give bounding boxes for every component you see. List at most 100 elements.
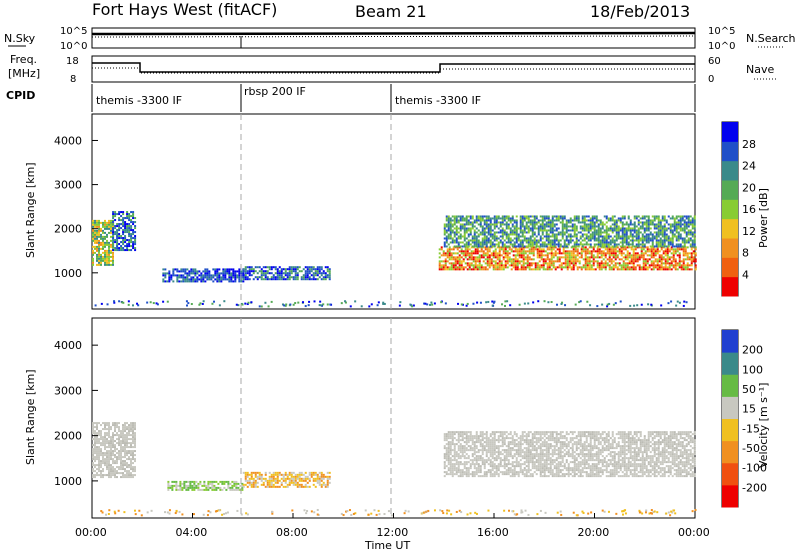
data-cell [102,468,104,471]
data-cell [672,256,675,259]
data-cell [660,264,663,267]
data-cell [458,256,461,259]
data-cell [467,437,470,440]
data-cell [545,225,548,228]
data-cell [526,266,529,269]
data-cell [477,463,480,466]
data-cell [244,477,247,480]
data-cell [451,471,454,474]
data-cell [538,250,541,253]
data-cell [495,215,498,218]
data-cell [555,235,558,238]
data-cell [461,245,464,248]
data-cell [644,252,647,255]
data-cell [693,223,696,226]
data-cell [461,235,464,238]
data-cell [294,268,297,271]
data-cell [183,484,186,487]
data-cell [494,268,497,271]
data-cell [477,459,480,462]
data-cell [589,235,592,238]
data-cell [555,217,558,220]
data-cell [558,252,561,255]
data-cell [460,250,463,253]
data-cell [601,237,604,240]
data-cell [680,268,683,271]
data-cell [98,460,100,463]
data-cell [312,278,315,281]
data-cell [483,241,486,244]
data-cell [492,252,495,255]
ground-scatter-cell [156,303,159,306]
data-cell [643,215,646,218]
data-cell [475,471,478,474]
data-cell [665,237,668,240]
data-cell [491,229,494,232]
data-cell [126,215,129,218]
data-cell [212,268,215,271]
data-cell [110,263,112,266]
data-cell [110,466,112,469]
data-cell [589,233,592,236]
data-cell [670,268,673,271]
data-cell [112,472,114,475]
data-cell [205,488,208,491]
data-cell [448,252,451,255]
data-cell [108,444,110,447]
data-cell [679,243,682,246]
data-cell [550,254,553,257]
data-cell [501,227,504,230]
data-cell [680,260,683,263]
data-cell [497,457,500,460]
data-cell [116,466,118,469]
data-cell [660,254,663,257]
data-cell [531,241,534,244]
data-cell [204,276,207,279]
data-cell [539,239,542,242]
data-cell [110,225,112,228]
data-cell [314,278,317,281]
data-cell [233,480,236,483]
data-cell [487,469,490,472]
data-cell [511,437,514,440]
data-cell [532,254,535,257]
data-cell [606,262,609,265]
data-cell [519,245,522,248]
data-cell [465,217,468,220]
data-cell [672,258,675,261]
data-cell [457,467,460,470]
data-cell [472,250,475,253]
data-cell [94,458,96,461]
data-cell [596,248,599,251]
data-cell [500,262,503,265]
data-cell [102,442,104,445]
data-cell [539,243,542,246]
data-cell [611,217,614,220]
data-cell [478,254,481,257]
data-cell [300,485,303,488]
data-cell [450,258,453,261]
data-cell [497,437,500,440]
data-cell [92,448,94,451]
data-cell [602,254,605,257]
data-cell [522,248,525,251]
data-cell [575,233,578,236]
data-cell [507,459,510,462]
data-cell [576,268,579,271]
data-cell [608,256,611,259]
data-cell [668,268,671,271]
data-cell [511,215,514,218]
data-cell [189,480,192,483]
data-cell [533,227,536,230]
data-cell [520,256,523,259]
data-cell [100,432,102,435]
data-cell [463,223,466,226]
data-cell [471,227,474,230]
data-cell [106,233,108,236]
data-cell [192,278,195,281]
data-cell [134,426,136,429]
data-cell [545,233,548,236]
ground-scatter-cell [211,302,214,305]
data-cell [197,484,200,487]
data-cell [659,223,662,226]
